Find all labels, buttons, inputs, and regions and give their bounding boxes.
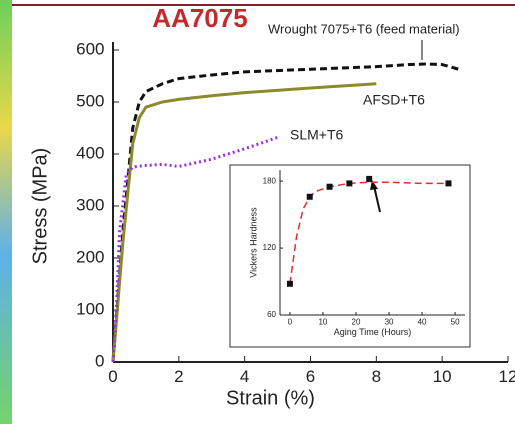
y-tick-label: 300	[76, 195, 104, 214]
x-tick-label: 40	[418, 317, 427, 326]
series-annotation: Wrought 7075+T6 (feed material)	[268, 21, 460, 36]
x-tick-label: 0	[108, 367, 117, 386]
x-tick-label: 10	[433, 367, 452, 386]
x-tick-label: 50	[451, 317, 460, 326]
x-tick-label: 0	[288, 317, 293, 326]
x-axis-label: Strain (%)	[226, 388, 315, 410]
y-tick-label: 600	[76, 39, 104, 58]
x-tick-label: 12	[499, 367, 515, 386]
y-tick-label: 200	[76, 247, 104, 266]
x-tick-label: 8	[372, 367, 381, 386]
series-line	[111, 135, 279, 363]
x-tick-label: 10	[318, 317, 327, 326]
y-tick-label: 400	[76, 143, 104, 162]
y-axis-label: Stress (MPa)	[29, 148, 51, 265]
y-tick-label: 60	[267, 310, 276, 319]
x-tick-label: 30	[385, 317, 394, 326]
x-tick-label: 4	[240, 367, 249, 386]
marker	[366, 175, 373, 182]
y-tick-label: 500	[76, 91, 104, 110]
series-line	[111, 82, 377, 363]
marker	[346, 180, 353, 187]
inset-frame	[229, 164, 471, 348]
marker	[306, 193, 313, 200]
marker	[326, 183, 333, 190]
y-tick-label: 100	[76, 299, 104, 318]
marker	[286, 280, 293, 287]
series-annotation: SLM+T6	[290, 127, 344, 143]
y-tick-label: 180	[263, 176, 277, 185]
background-strip	[0, 0, 12, 424]
y-axis-label: Vickers Hardness	[248, 207, 258, 278]
x-tick-label: 2	[174, 367, 183, 386]
y-tick-label: 0	[95, 351, 104, 370]
marker	[445, 180, 452, 187]
chart-title: AA7075	[152, 3, 247, 33]
series-annotation: AFSD+T6	[363, 92, 425, 108]
x-axis-label: Aging Time (Hours)	[334, 327, 412, 337]
series-line	[111, 62, 460, 363]
x-tick-label: 20	[352, 317, 361, 326]
x-tick-label: 6	[306, 367, 315, 386]
y-tick-label: 120	[263, 243, 277, 252]
